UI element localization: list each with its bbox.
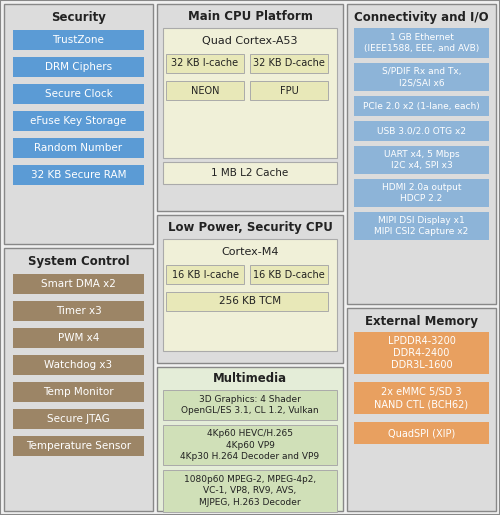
Bar xyxy=(354,28,489,58)
Bar xyxy=(4,248,153,511)
Bar xyxy=(13,382,144,402)
Bar xyxy=(13,355,144,375)
Bar xyxy=(250,81,328,100)
Bar xyxy=(166,81,244,100)
Bar xyxy=(13,138,144,158)
Bar xyxy=(163,239,337,351)
Text: S/PDIF Rx and Tx,
I2S/SAI x6: S/PDIF Rx and Tx, I2S/SAI x6 xyxy=(382,67,461,87)
Text: PWM x4: PWM x4 xyxy=(58,333,99,343)
Text: 16 KB D-cache: 16 KB D-cache xyxy=(253,269,325,280)
Bar xyxy=(163,162,337,184)
Text: Low Power, Security CPU: Low Power, Security CPU xyxy=(168,221,332,234)
Bar xyxy=(13,328,144,348)
Text: Cortex-M4: Cortex-M4 xyxy=(221,247,279,257)
Text: Smart DMA x2: Smart DMA x2 xyxy=(41,279,116,289)
Bar xyxy=(354,422,489,444)
Text: 3D Graphics: 4 Shader
OpenGL/ES 3.1, CL 1.2, Vulkan: 3D Graphics: 4 Shader OpenGL/ES 3.1, CL … xyxy=(181,395,319,415)
Text: 32 KB D-cache: 32 KB D-cache xyxy=(253,59,325,68)
Bar xyxy=(163,425,337,465)
Bar xyxy=(157,367,343,511)
Bar xyxy=(354,382,489,414)
Text: Secure Clock: Secure Clock xyxy=(44,89,112,99)
Bar xyxy=(347,308,496,511)
Text: 256 KB TCM: 256 KB TCM xyxy=(219,297,281,306)
Text: 1 GB Ethernet
(IEEE1588, EEE, and AVB): 1 GB Ethernet (IEEE1588, EEE, and AVB) xyxy=(364,33,479,53)
Text: LPDDR4-3200
DDR4-2400
DDR3L-1600: LPDDR4-3200 DDR4-2400 DDR3L-1600 xyxy=(388,336,456,370)
Bar xyxy=(13,111,144,131)
Text: eFuse Key Storage: eFuse Key Storage xyxy=(30,116,126,126)
Text: System Control: System Control xyxy=(28,254,130,267)
Text: 2x eMMC 5/SD 3
NAND CTL (BCH62): 2x eMMC 5/SD 3 NAND CTL (BCH62) xyxy=(374,387,468,409)
Text: NEON: NEON xyxy=(191,85,219,95)
Bar xyxy=(163,28,337,158)
Text: Security: Security xyxy=(51,10,106,24)
Text: 16 KB I-cache: 16 KB I-cache xyxy=(172,269,238,280)
Bar xyxy=(13,274,144,294)
Text: Connectivity and I/O: Connectivity and I/O xyxy=(354,10,489,24)
Bar xyxy=(354,96,489,116)
Text: FPU: FPU xyxy=(280,85,298,95)
Text: Secure JTAG: Secure JTAG xyxy=(47,414,110,424)
Bar xyxy=(354,212,489,240)
Text: Temp Monitor: Temp Monitor xyxy=(43,387,114,397)
Text: Multimedia: Multimedia xyxy=(213,372,287,386)
Text: USB 3.0/2.0 OTG x2: USB 3.0/2.0 OTG x2 xyxy=(377,127,466,135)
Text: PCIe 2.0 x2 (1-lane, each): PCIe 2.0 x2 (1-lane, each) xyxy=(363,101,480,111)
Text: 1 MB L2 Cache: 1 MB L2 Cache xyxy=(212,168,288,178)
Bar xyxy=(166,292,328,311)
Bar xyxy=(347,4,496,304)
Bar xyxy=(13,57,144,77)
Bar xyxy=(4,4,153,244)
Bar xyxy=(13,301,144,321)
Bar xyxy=(13,436,144,456)
Bar xyxy=(166,54,244,73)
Bar xyxy=(157,215,343,363)
Text: TrustZone: TrustZone xyxy=(52,35,104,45)
Bar xyxy=(13,409,144,429)
Bar xyxy=(163,470,337,512)
Bar xyxy=(166,265,244,284)
Text: 4Kp60 HEVC/H.265
4Kp60 VP9
4Kp30 H.264 Decoder and VP9: 4Kp60 HEVC/H.265 4Kp60 VP9 4Kp30 H.264 D… xyxy=(180,430,320,460)
Bar xyxy=(354,146,489,174)
Text: Watchdog x3: Watchdog x3 xyxy=(44,360,112,370)
Text: Timer x3: Timer x3 xyxy=(56,306,102,316)
Bar xyxy=(250,54,328,73)
Bar xyxy=(250,265,328,284)
Text: Random Number: Random Number xyxy=(34,143,122,153)
Bar xyxy=(354,63,489,91)
Text: HDMI 2.0a output
HDCP 2.2: HDMI 2.0a output HDCP 2.2 xyxy=(382,183,461,203)
Text: MIPI DSI Display x1
MIPI CSI2 Capture x2: MIPI DSI Display x1 MIPI CSI2 Capture x2 xyxy=(374,216,468,236)
Bar xyxy=(163,390,337,420)
Bar xyxy=(157,4,343,211)
Text: Temperature Sensor: Temperature Sensor xyxy=(26,441,131,451)
Bar xyxy=(354,332,489,374)
Text: Main CPU Platform: Main CPU Platform xyxy=(188,10,312,24)
Text: 1080p60 MPEG-2, MPEG-4p2,
VC-1, VP8, RV9, AVS,
MJPEG, H.263 Decoder: 1080p60 MPEG-2, MPEG-4p2, VC-1, VP8, RV9… xyxy=(184,475,316,507)
Bar xyxy=(13,30,144,50)
Bar xyxy=(354,121,489,141)
Text: 32 KB I-cache: 32 KB I-cache xyxy=(172,59,238,68)
Text: 32 KB Secure RAM: 32 KB Secure RAM xyxy=(31,170,126,180)
Text: DRM Ciphers: DRM Ciphers xyxy=(45,62,112,72)
Bar xyxy=(354,179,489,207)
Bar xyxy=(13,165,144,185)
Text: QuadSPI (XIP): QuadSPI (XIP) xyxy=(388,428,455,438)
Bar xyxy=(13,84,144,104)
Text: External Memory: External Memory xyxy=(365,315,478,328)
Text: Quad Cortex-A53: Quad Cortex-A53 xyxy=(202,36,298,46)
Text: UART x4, 5 Mbps
I2C x4, SPI x3: UART x4, 5 Mbps I2C x4, SPI x3 xyxy=(384,150,460,170)
